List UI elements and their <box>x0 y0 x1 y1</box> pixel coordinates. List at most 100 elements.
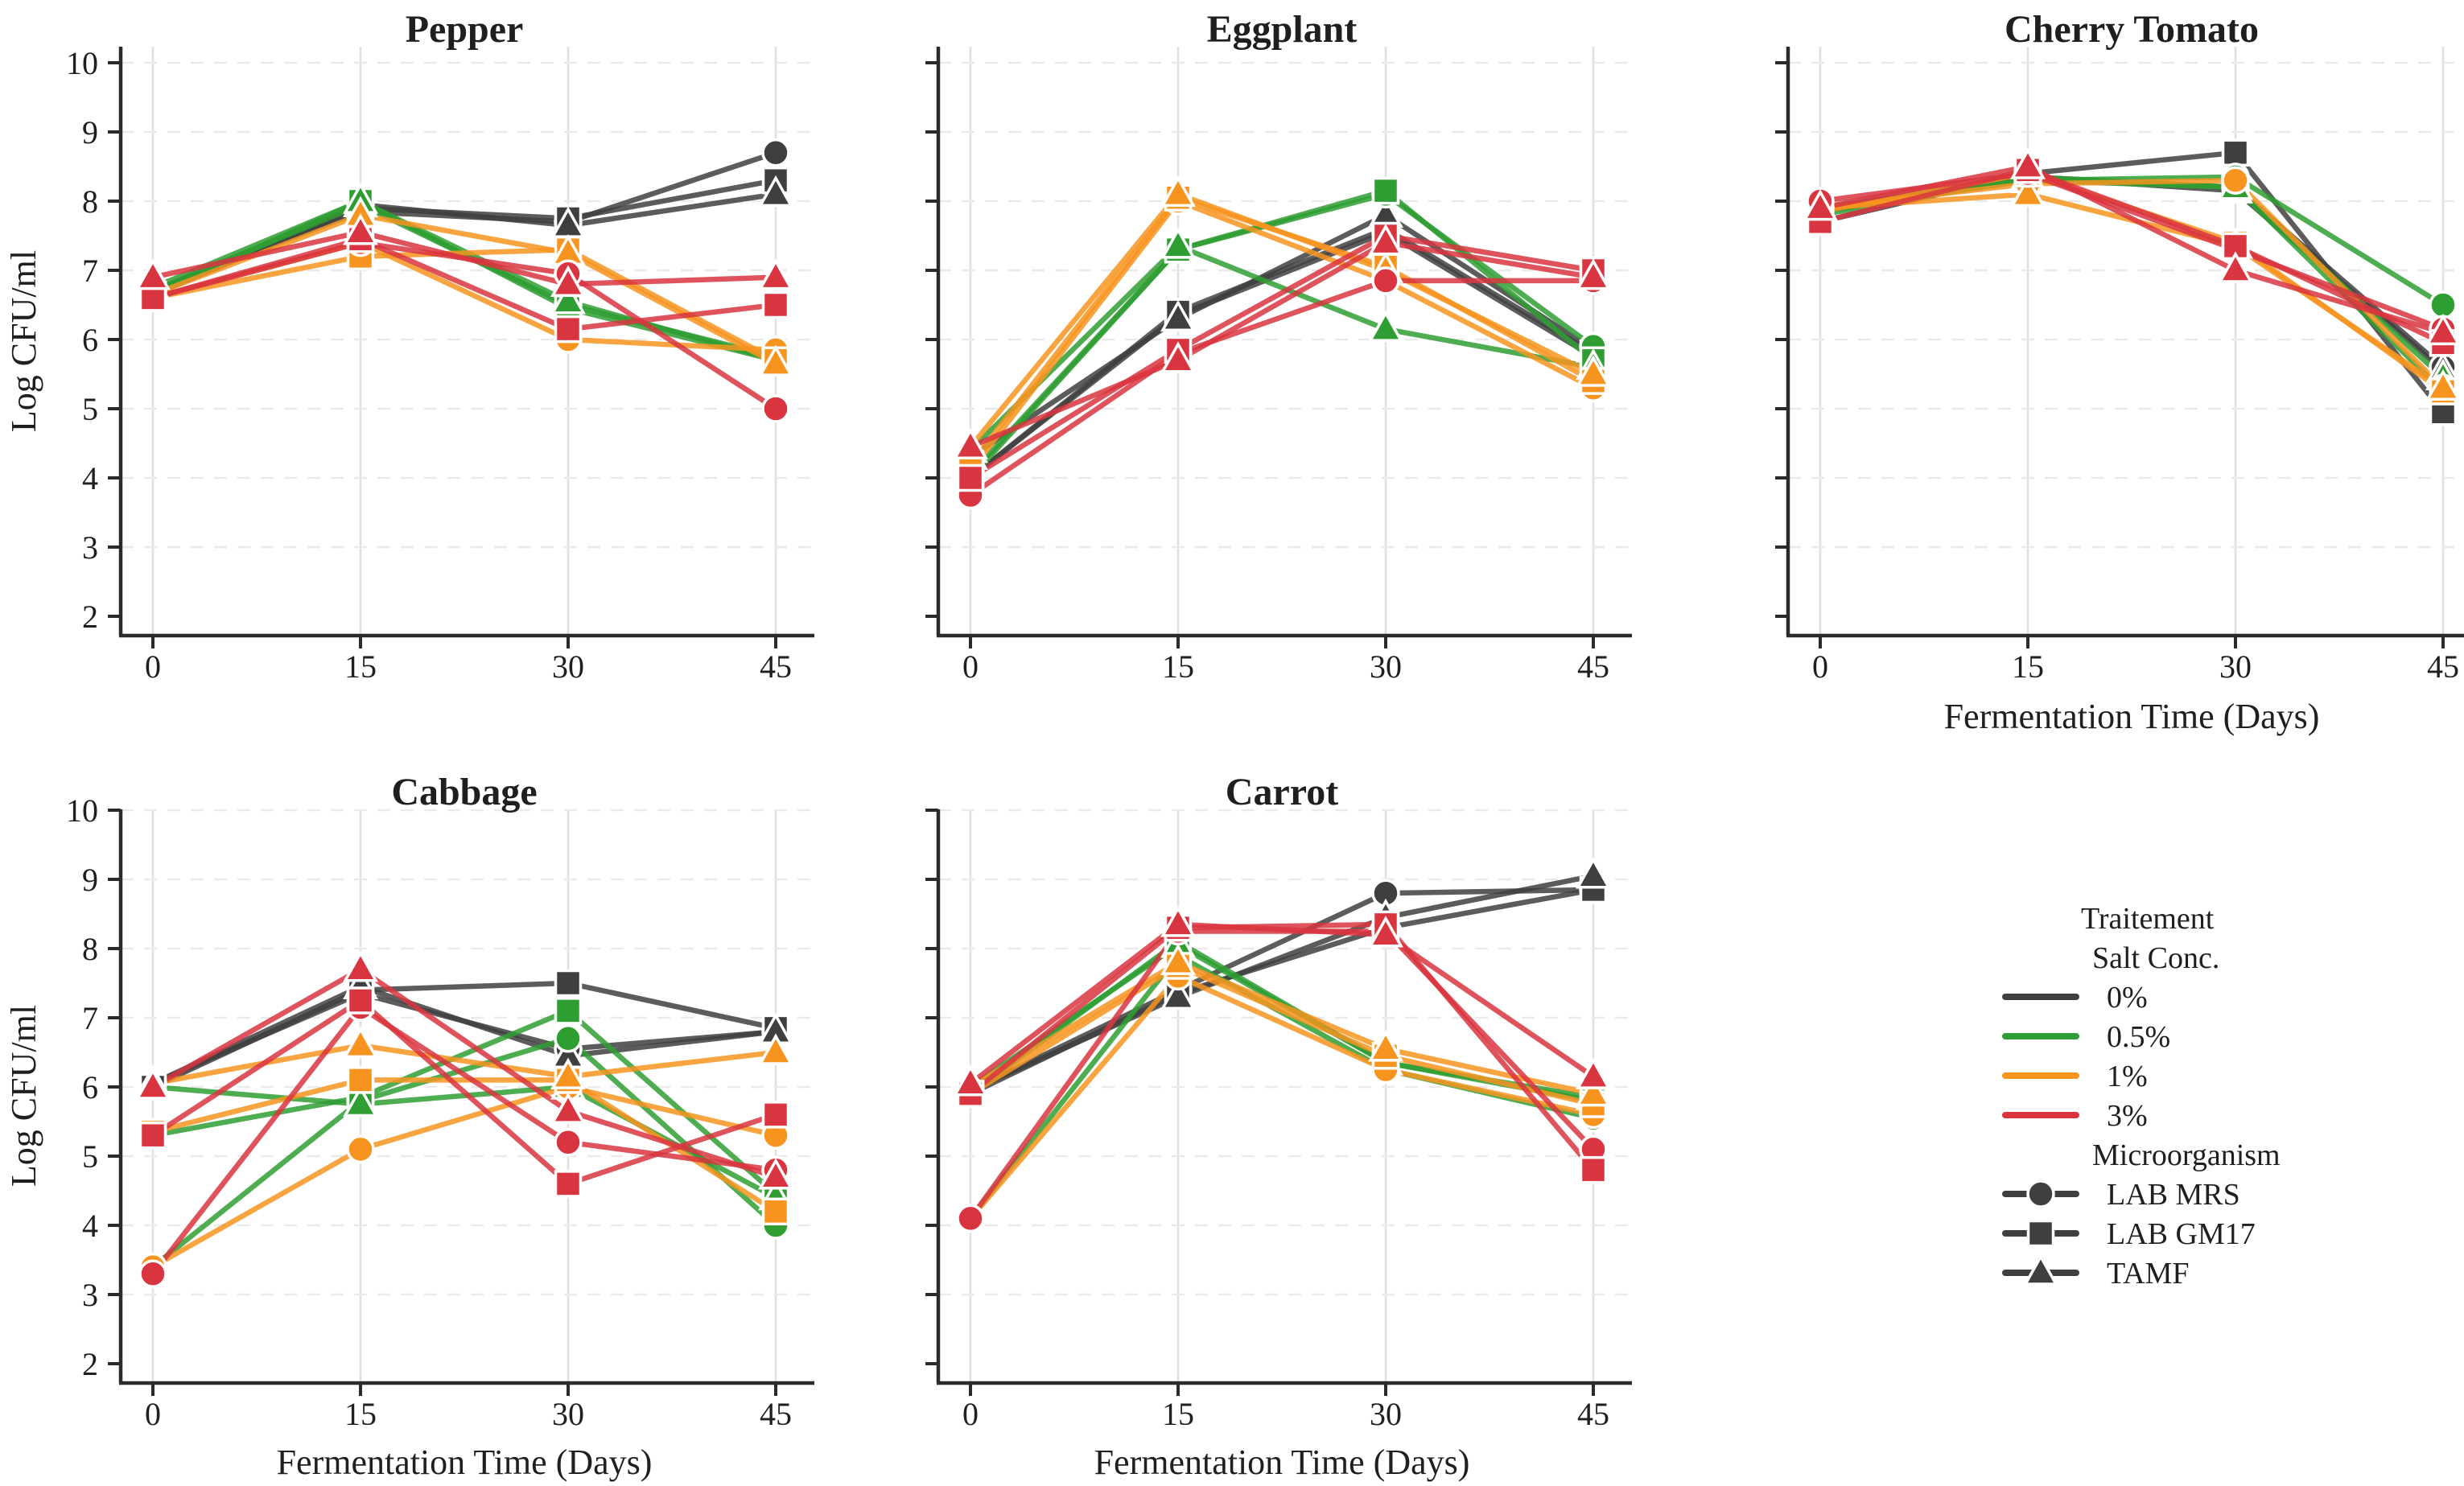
x-tick-label: 15 <box>344 648 377 685</box>
line-cabbage-0%-tamf <box>150 984 779 1086</box>
legend-triangle-marker <box>2023 1253 2058 1286</box>
line-pepper-3%-lab-gm17 <box>150 237 779 332</box>
marker-cabbage-1%-tamf <box>550 1057 586 1089</box>
x-tick-label: 30 <box>1370 648 1402 685</box>
line-carrot-3%-lab-gm17 <box>967 921 1597 1173</box>
marker-cabbage-3%-lab-mrs <box>138 1259 167 1288</box>
legend-salt-item: 0% <box>2107 981 2148 1015</box>
line-cabbage-0.5%-lab-gm17 <box>150 1008 779 1197</box>
marker-eggplant-1%-tamf <box>1160 175 1196 208</box>
marker-pepper-0.5%-tamf <box>550 282 586 315</box>
line-cherry-tomato-3%-lab-gm17 <box>1817 167 2446 346</box>
y-tick-label: 8 <box>82 183 98 220</box>
line-carrot-0%-tamf <box>967 873 1597 1093</box>
marker-carrot-1%-tamf <box>1160 943 1196 975</box>
marker-carrot-0%-tamf <box>1576 857 1611 889</box>
y-tick-label: 9 <box>82 862 98 898</box>
marker-cabbage-1%-tamf <box>343 1026 378 1059</box>
line-eggplant-1%-tamf <box>967 191 1597 450</box>
x-tick-label: 15 <box>1162 648 1194 685</box>
line-eggplant-1%-lab-mrs <box>967 198 1597 474</box>
y-tick-label: 6 <box>82 1069 98 1105</box>
legend-organism-header: Microorganism <box>2092 1138 2281 1172</box>
panel-eggplant: 0 15 30 45 Eggplant <box>925 8 1632 685</box>
line-eggplant-3%-lab-mrs <box>967 278 1597 498</box>
marker-pepper-3%-lab-gm17 <box>554 315 583 344</box>
line-cabbage-1%-tamf <box>150 1043 779 1086</box>
marker-pepper-1%-tamf <box>758 344 793 377</box>
marker-cherry-tomato-1%-tamf <box>2425 368 2461 401</box>
line-pepper-3%-lab-mrs <box>150 240 779 412</box>
marker-cabbage-3%-tamf <box>135 1068 171 1100</box>
marker-cabbage-0%-lab-gm17 <box>554 969 583 998</box>
panel-title: Cabbage <box>391 771 537 813</box>
y-tick-label: 3 <box>82 1277 98 1313</box>
x-tick-label: 30 <box>552 648 584 685</box>
marker-cabbage-0.5%-lab-gm17 <box>554 997 583 1025</box>
line-cabbage-1%-lab-mrs <box>150 1084 779 1270</box>
x-tick-label: 0 <box>145 648 161 685</box>
line-eggplant-0.5%-lab-gm17 <box>967 187 1597 481</box>
legend-title: Traitement <box>2081 902 2215 936</box>
legend-circle-marker <box>2026 1179 2055 1208</box>
y-tick-label: 3 <box>82 529 98 566</box>
legend-square-marker <box>2026 1219 2055 1248</box>
marker-cabbage-1%-tamf <box>758 1033 793 1065</box>
x-tick-label: 45 <box>1577 1396 1609 1432</box>
x-tick-label: 45 <box>2427 648 2459 685</box>
marker-cabbage-1%-lab-gm17 <box>761 1197 790 1226</box>
x-tick-label: 15 <box>344 1396 377 1432</box>
y-tick-label: 4 <box>82 1208 98 1244</box>
panel-carrot: 0 15 30 45 Carrot Fermentation Time (Days) <box>925 771 1632 1482</box>
x-tick-label: 0 <box>962 648 979 685</box>
marker-pepper-3%-tamf <box>343 213 378 245</box>
panel-title: Pepper <box>406 8 524 51</box>
marker-pepper-0%-lab-mrs <box>761 138 790 167</box>
marker-pepper-3%-tamf <box>758 258 793 290</box>
line-cabbage-3%-tamf <box>150 966 779 1180</box>
marker-cabbage-3%-tamf <box>758 1158 793 1190</box>
legend-salt-item: 3% <box>2107 1099 2148 1133</box>
legend-organism-item: LAB MRS <box>2107 1178 2240 1212</box>
y-axis-label: Log CFU/ml <box>4 1005 43 1187</box>
marker-carrot-1%-tamf <box>1576 1075 1611 1107</box>
y-tick-label: 2 <box>82 599 98 635</box>
marker-cabbage-1%-lab-mrs <box>346 1134 375 1164</box>
marker-carrot-3%-lab-mrs <box>956 1204 985 1233</box>
marker-cabbage-3%-lab-gm17 <box>138 1121 167 1150</box>
x-tick-label: 15 <box>1162 1396 1194 1432</box>
marker-cabbage-0.5%-tamf <box>343 1085 378 1118</box>
marker-carrot-3%-tamf <box>953 1064 988 1097</box>
marker-eggplant-3%-tamf <box>1576 258 1611 290</box>
x-tick-label: 0 <box>962 1396 979 1432</box>
line-cabbage-3%-lab-gm17 <box>150 998 779 1187</box>
legend-organism-item: LAB GM17 <box>2107 1217 2256 1251</box>
x-tick-label: 45 <box>1577 648 1609 685</box>
marker-eggplant-3%-tamf <box>1368 224 1403 256</box>
marker-eggplant-3%-lab-mrs <box>1371 266 1400 295</box>
y-tick-label: 7 <box>82 1000 98 1036</box>
marker-carrot-3%-lab-gm17 <box>1579 1155 1608 1184</box>
line-carrot-1%-lab-gm17 <box>967 963 1597 1107</box>
marker-cherry-tomato-0%-lab-gm17 <box>2221 138 2250 167</box>
x-tick-label: 30 <box>552 1396 584 1432</box>
x-tick-label: 45 <box>760 1396 792 1432</box>
line-pepper-3%-tamf <box>150 229 779 287</box>
marker-carrot-0%-tamf <box>1160 978 1196 1010</box>
y-tick-label: 6 <box>82 322 98 358</box>
line-pepper-1%-lab-gm17 <box>150 246 779 364</box>
marker-cherry-tomato-1%-lab-mrs <box>2221 166 2250 195</box>
marker-cherry-tomato-3%-tamf <box>2218 251 2253 283</box>
x-axis-label: Fermentation Time (Days) <box>277 1443 653 1482</box>
line-eggplant-0.5%-tamf <box>967 243 1597 453</box>
marker-eggplant-3%-tamf <box>953 427 988 460</box>
line-carrot-3%-tamf <box>967 921 1597 1086</box>
marker-pepper-3%-lab-mrs <box>761 394 790 423</box>
marker-cherry-tomato-3%-tamf <box>1803 189 1838 221</box>
marker-pepper-0%-tamf <box>758 175 793 208</box>
marker-cherry-tomato-1%-tamf <box>2010 175 2046 208</box>
x-tick-label: 15 <box>2012 648 2044 685</box>
x-axis-label: Fermentation Time (Days) <box>1944 697 2320 736</box>
